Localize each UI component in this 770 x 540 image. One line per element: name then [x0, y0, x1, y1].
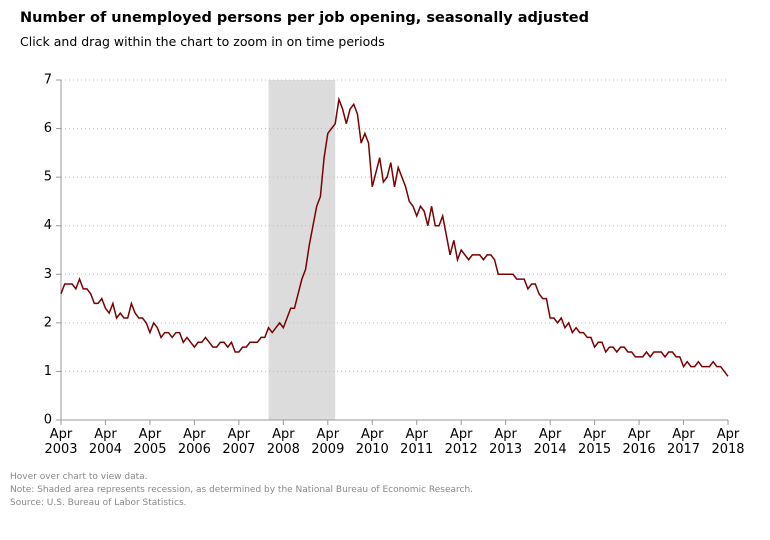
y-tick-label: 3 — [44, 267, 52, 282]
note: Note: Shaded area represents recession, … — [10, 485, 474, 495]
x-tick-label: Apr 2017 — [666, 427, 701, 457]
x-tick-label: Apr 2006 — [177, 427, 211, 457]
y-tick-label: 1 — [44, 364, 52, 379]
x-tick-label: Apr 2018 — [711, 427, 745, 457]
y-tick-label: 2 — [44, 315, 52, 330]
x-tick-label: Apr 2014 — [533, 427, 567, 457]
note: Hover over chart to view data. — [10, 472, 148, 482]
recession-shade — [268, 80, 336, 420]
x-tick-label: Apr 2008 — [266, 427, 300, 457]
x-tick-label: Apr 2012 — [444, 427, 478, 457]
x-tick-label: Apr 2013 — [489, 427, 523, 457]
y-tick-label: 5 — [44, 170, 52, 185]
x-tick-label: Apr 2015 — [578, 427, 612, 457]
x-tick-label: Apr 2016 — [622, 427, 656, 457]
x-tick-label: Apr 2007 — [222, 427, 256, 457]
chart-title: Number of unemployed persons per job ope… — [20, 10, 589, 26]
x-tick-label: Apr 2005 — [133, 427, 167, 457]
y-tick-label: 4 — [44, 218, 52, 233]
x-tick-label: Apr 2004 — [88, 427, 122, 457]
chart-subtitle: Click and drag within the chart to zoom … — [20, 34, 385, 49]
y-tick-label: 0 — [44, 413, 52, 428]
x-tick-label: Apr 2010 — [355, 427, 389, 457]
y-tick-label: 6 — [44, 121, 52, 136]
x-tick-label: Apr 2009 — [311, 427, 345, 457]
y-tick-label: 7 — [44, 73, 52, 88]
note: Source: U.S. Bureau of Labor Statistics. — [10, 498, 187, 508]
x-tick-label: Apr 2003 — [44, 427, 78, 457]
data-line — [60, 96, 729, 377]
x-tick-label: Apr 2011 — [400, 427, 434, 457]
